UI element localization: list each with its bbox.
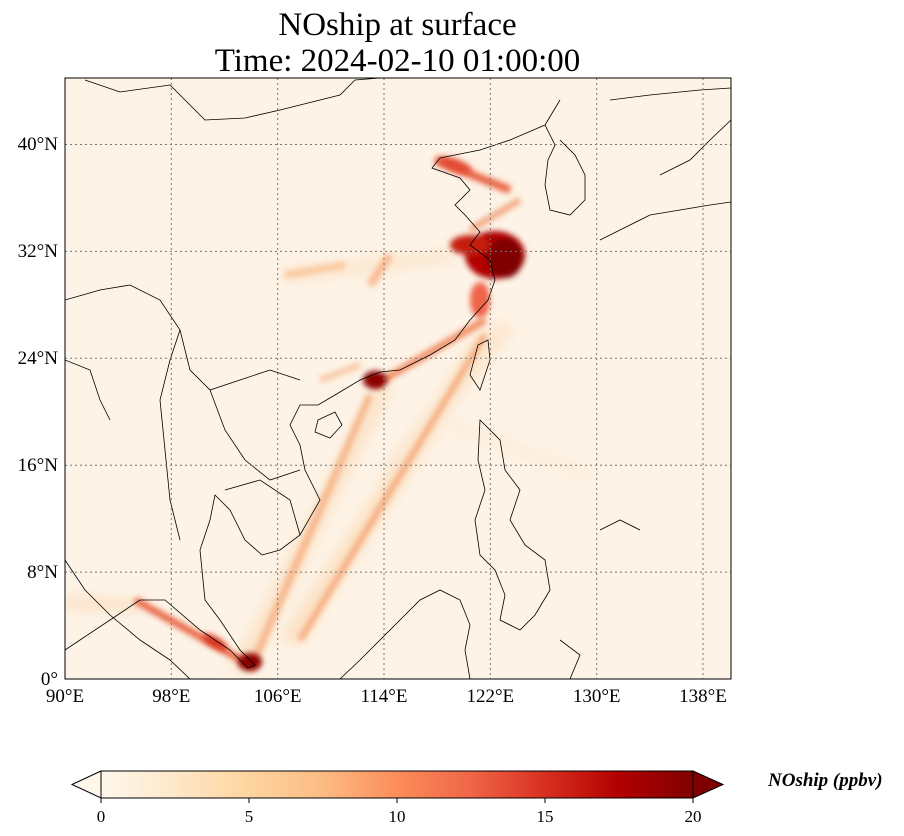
y-tick-label: 40°N bbox=[18, 134, 59, 155]
y-axis-ticks: 0° 8°N 16°N 24°N 32°N 40°N bbox=[18, 134, 59, 690]
gridlines bbox=[65, 78, 731, 679]
colorbar-tick-label: 0 bbox=[97, 807, 106, 826]
colorbar-extend-min bbox=[70, 770, 102, 799]
colorbar-tick-label: 10 bbox=[389, 807, 406, 826]
y-tick-label: 32°N bbox=[18, 241, 59, 262]
colorbar-tick-label: 5 bbox=[245, 807, 254, 826]
x-axis-ticks: 90°E 98°E 106°E 114°E 122°E 130°E 138°E bbox=[46, 686, 727, 707]
colorbar-extend-max bbox=[692, 770, 725, 799]
y-tick-label: 8°N bbox=[27, 562, 58, 583]
x-tick-label: 114°E bbox=[361, 686, 408, 707]
x-tick-label: 106°E bbox=[254, 686, 302, 707]
colorbar-tick-label: 20 bbox=[685, 807, 702, 826]
x-tick-label: 122°E bbox=[466, 686, 514, 707]
coastlines bbox=[65, 78, 731, 679]
y-tick-label: 0° bbox=[41, 669, 58, 690]
map-background bbox=[65, 78, 731, 679]
map-frame bbox=[64, 77, 732, 680]
map-title-line1: NOship at surface bbox=[278, 7, 517, 43]
y-tick-label: 16°N bbox=[18, 455, 59, 476]
colorbar: 0 5 10 15 20 bbox=[70, 770, 725, 826]
colorbar-tick-label: 15 bbox=[537, 807, 554, 826]
x-tick-label: 138°E bbox=[679, 686, 727, 707]
map-title-line2: Time: 2024-02-10 01:00:00 bbox=[214, 43, 581, 79]
x-tick-label: 90°E bbox=[46, 686, 84, 707]
x-tick-label: 98°E bbox=[152, 686, 190, 707]
colorbar-gradient bbox=[101, 771, 693, 798]
y-tick-label: 24°N bbox=[18, 348, 59, 369]
colorbar-label: NOship (ppbv) bbox=[768, 770, 883, 791]
x-tick-label: 130°E bbox=[573, 686, 621, 707]
